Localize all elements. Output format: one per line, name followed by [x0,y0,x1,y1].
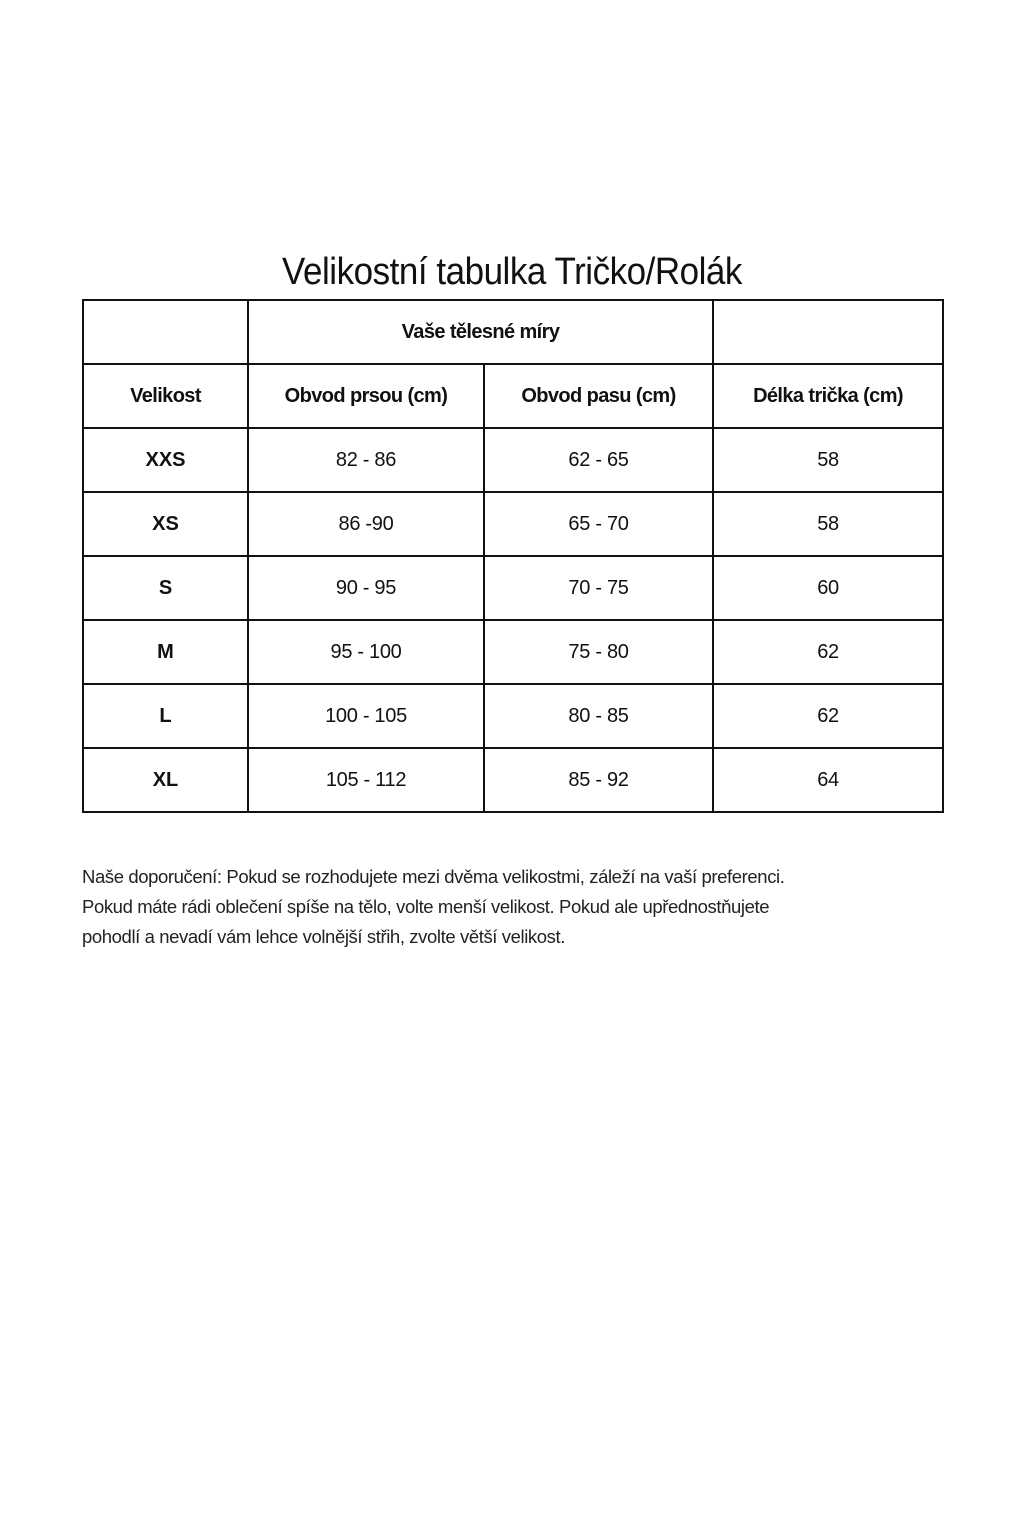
note-line: Pokud máte rádi oblečení spíše na tělo, … [82,896,770,917]
note-line: pohodlí a nevadí vám lehce volnější stři… [82,926,566,947]
empty-cell [712,299,945,365]
header-chest: Obvod prsou (cm) [247,363,485,429]
cell-chest: 86 -90 [247,491,485,557]
group-header-row: Vaše tělesné míry [82,299,945,365]
table-row: XL 105 - 112 85 - 92 64 [82,747,945,813]
header-row: Velikost Obvod prsou (cm) Obvod pasu (cm… [82,363,945,429]
cell-size: M [82,619,249,685]
empty-cell [82,299,249,365]
table-row: S 90 - 95 70 - 75 60 [82,555,945,621]
cell-waist: 70 - 75 [482,555,715,621]
cell-waist: 80 - 85 [482,683,715,749]
table-row: L 100 - 105 80 - 85 62 [82,683,945,749]
cell-length: 64 [712,747,945,813]
cell-chest: 82 - 86 [247,427,485,493]
cell-waist: 62 - 65 [482,427,715,493]
cell-length: 62 [712,619,945,685]
cell-length: 62 [712,683,945,749]
page-title: Velikostní tabulka Tričko/Rolák [282,251,742,294]
table-row: M 95 - 100 75 - 80 62 [82,619,945,685]
table-row: XXS 82 - 86 62 - 65 58 [82,427,945,493]
cell-chest: 105 - 112 [247,747,485,813]
cell-length: 58 [712,427,945,493]
recommendation-note: Naše doporučení: Pokud se rozhodujete me… [82,862,962,952]
cell-chest: 95 - 100 [247,619,485,685]
cell-chest: 100 - 105 [247,683,485,749]
cell-length: 58 [712,491,945,557]
group-header: Vaše tělesné míry [246,299,715,365]
table-row: XS 86 -90 65 - 70 58 [82,491,945,557]
cell-length: 60 [712,555,945,621]
note-line: Naše doporučení: Pokud se rozhodujete me… [82,866,785,887]
cell-waist: 85 - 92 [482,747,715,813]
header-waist: Obvod pasu (cm) [482,363,715,429]
cell-size: XXS [82,427,249,493]
cell-size: S [82,555,249,621]
header-size: Velikost [82,363,249,429]
cell-waist: 65 - 70 [482,491,715,557]
cell-size: XL [82,747,249,813]
cell-waist: 75 - 80 [482,619,715,685]
cell-size: L [82,683,249,749]
size-table: Vaše tělesné míry Velikost Obvod prsou (… [82,299,945,813]
header-length: Délka trička (cm) [712,363,945,429]
cell-chest: 90 - 95 [247,555,485,621]
cell-size: XS [82,491,249,557]
